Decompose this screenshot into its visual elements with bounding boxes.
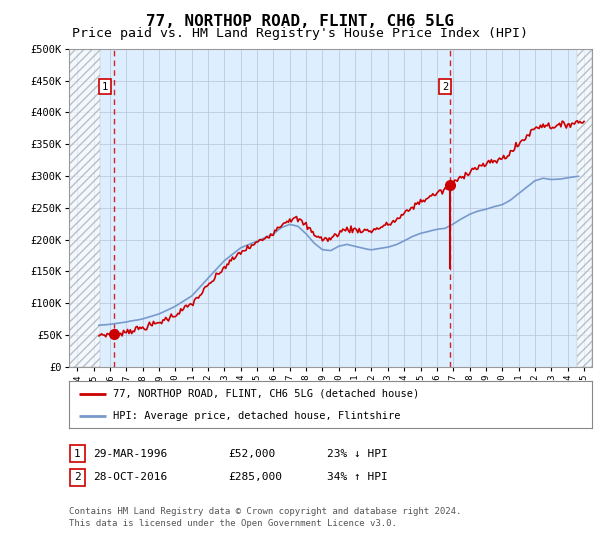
FancyBboxPatch shape bbox=[70, 445, 85, 462]
Text: HPI: Average price, detached house, Flintshire: HPI: Average price, detached house, Flin… bbox=[113, 410, 401, 421]
Bar bbox=[577, 49, 592, 367]
Text: 34% ↑ HPI: 34% ↑ HPI bbox=[327, 472, 388, 482]
Text: 1: 1 bbox=[102, 82, 108, 92]
Text: 29-MAR-1996: 29-MAR-1996 bbox=[93, 449, 167, 459]
Text: 2: 2 bbox=[74, 472, 81, 482]
Text: 23% ↓ HPI: 23% ↓ HPI bbox=[327, 449, 388, 459]
Text: Price paid vs. HM Land Registry's House Price Index (HPI): Price paid vs. HM Land Registry's House … bbox=[72, 27, 528, 40]
Bar bbox=[69, 49, 100, 367]
Text: 77, NORTHOP ROAD, FLINT, CH6 5LG (detached house): 77, NORTHOP ROAD, FLINT, CH6 5LG (detach… bbox=[113, 389, 420, 399]
Text: 2: 2 bbox=[442, 82, 448, 92]
Text: 77, NORTHOP ROAD, FLINT, CH6 5LG: 77, NORTHOP ROAD, FLINT, CH6 5LG bbox=[146, 14, 454, 29]
FancyBboxPatch shape bbox=[70, 469, 85, 486]
Text: 28-OCT-2016: 28-OCT-2016 bbox=[93, 472, 167, 482]
Text: £52,000: £52,000 bbox=[228, 449, 275, 459]
Text: Contains HM Land Registry data © Crown copyright and database right 2024.
This d: Contains HM Land Registry data © Crown c… bbox=[69, 507, 461, 528]
Text: £285,000: £285,000 bbox=[228, 472, 282, 482]
Text: 1: 1 bbox=[74, 449, 81, 459]
